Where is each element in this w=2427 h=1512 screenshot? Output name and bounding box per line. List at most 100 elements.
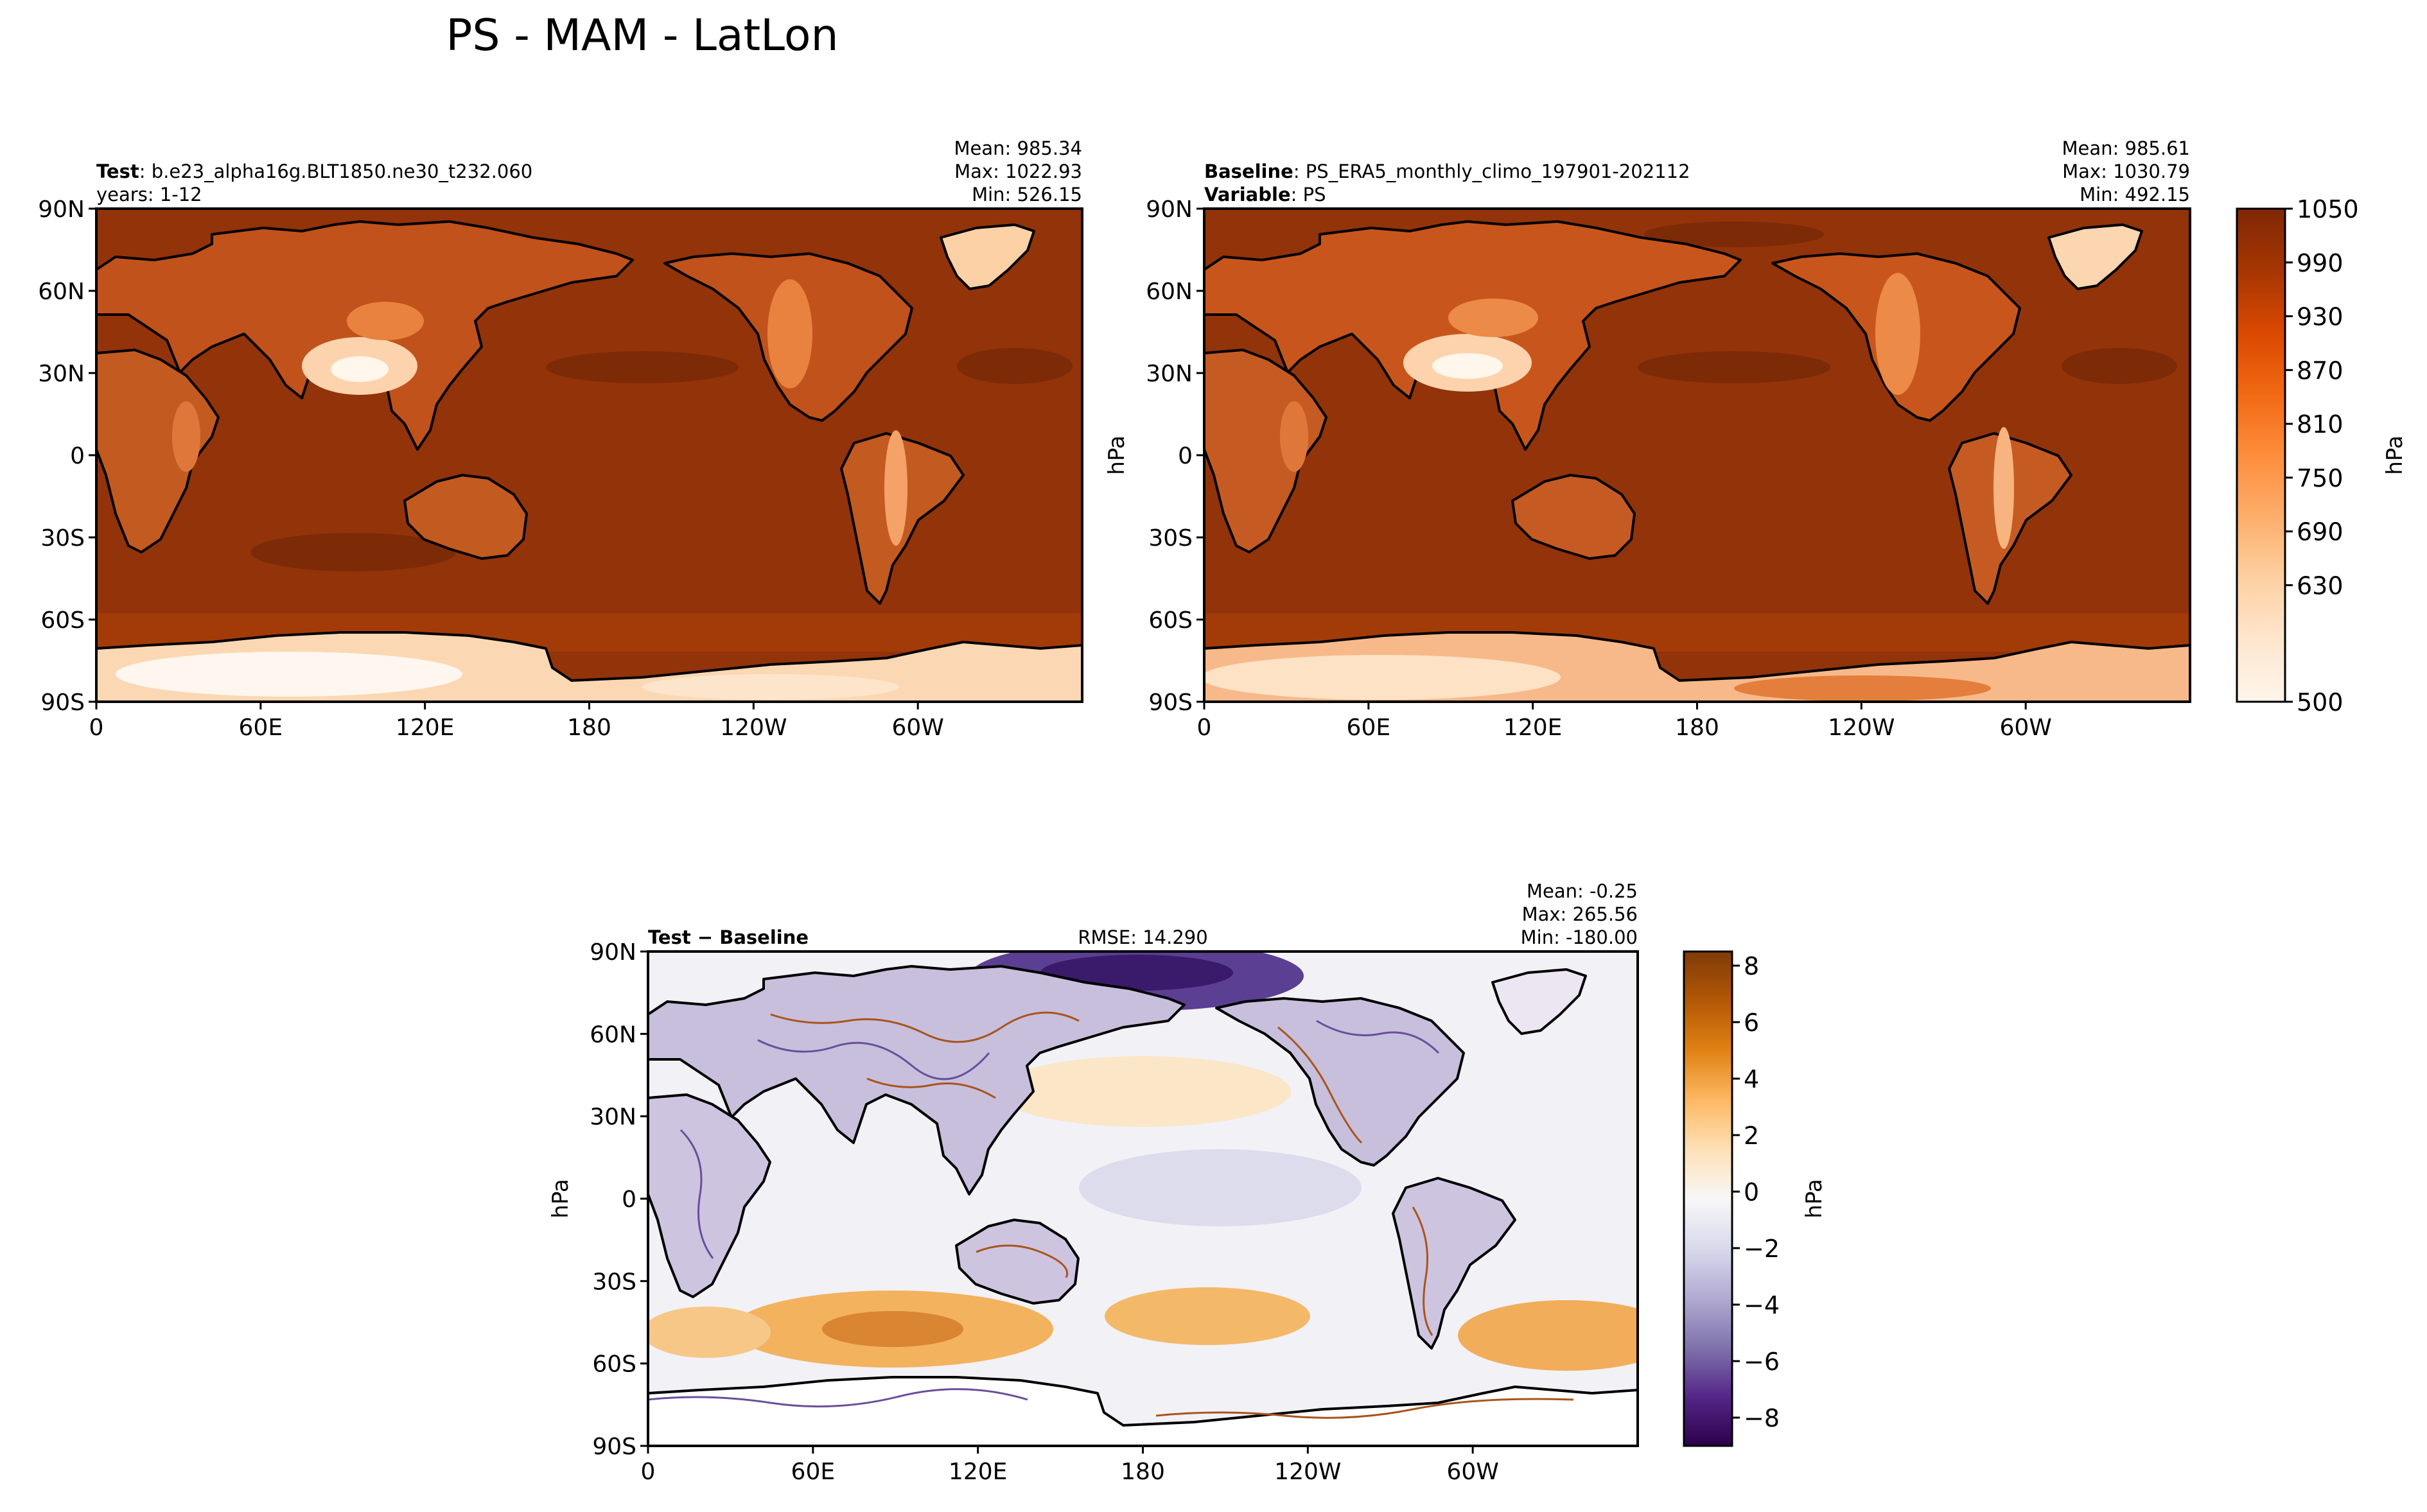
x-tick-label: 120E bbox=[396, 715, 454, 741]
x-tick-label: 180 bbox=[567, 715, 611, 741]
contour-sa-1 bbox=[1412, 1206, 1433, 1336]
ocean-high-atlantic bbox=[2062, 348, 2177, 384]
landmass-greenland bbox=[940, 223, 1035, 290]
mongolia-highland bbox=[347, 302, 424, 340]
x-tick-label: 120E bbox=[1503, 715, 1562, 741]
colorbar-tick-label: 0 bbox=[1744, 1178, 1759, 1206]
stat-label: Min: -180.00 bbox=[1521, 926, 1638, 948]
colorbar-tick-label: 750 bbox=[2297, 464, 2344, 492]
colorbar-diff: 8 6 4 2 0 −2 −4 −6 −8 hPa bbox=[1683, 950, 1827, 1447]
highland-detail bbox=[1204, 273, 2014, 701]
y-tick-label: 60N bbox=[38, 279, 85, 305]
panel-difference-axes: Test − Baseline RMSE: 14.290 Mean: -0.25Ma… bbox=[548, 880, 1638, 1485]
panel-header-line: Variable: PS bbox=[1204, 184, 1326, 205]
y-tick-label: 90N bbox=[38, 196, 85, 223]
y-tick-label: 0 bbox=[622, 1186, 636, 1213]
panel-header-line: Test − Baseline bbox=[648, 926, 809, 948]
stat-label: Min: 492.15 bbox=[2080, 184, 2190, 205]
ocean-high-north-pacific bbox=[1638, 351, 1830, 383]
x-tick-label: 120W bbox=[1274, 1459, 1341, 1485]
colorbar-label: hPa bbox=[1801, 1179, 1827, 1218]
contour-asia-1 bbox=[770, 1011, 1080, 1043]
contour-noise bbox=[648, 1011, 1574, 1419]
colorbar-tick-label: 990 bbox=[2297, 249, 2344, 277]
rockies-highland bbox=[767, 279, 812, 388]
panel-header-line: Baseline: PS_ERA5_monthly_climo_197901-2… bbox=[1204, 161, 1690, 182]
stat-label: Mean: -0.25 bbox=[1527, 880, 1638, 902]
stat-label: Mean: 985.34 bbox=[954, 137, 1082, 159]
header-bold-label: Variable bbox=[1204, 184, 1291, 205]
y-tick-label: 90N bbox=[590, 939, 636, 966]
y-tick-label: 30N bbox=[1146, 361, 1193, 387]
panel-baseline-axes: Baseline: PS_ERA5_monthly_climo_197901-2… bbox=[1104, 137, 2190, 741]
colorbar-tick-label: −2 bbox=[1744, 1235, 1780, 1263]
stat-label: Max: 1030.79 bbox=[2062, 161, 2190, 182]
contour-aus-1 bbox=[976, 1244, 1068, 1278]
andes-highland bbox=[1993, 427, 2014, 549]
landmass-australia bbox=[955, 1219, 1080, 1305]
y-tick-label: 90S bbox=[1148, 690, 1193, 716]
ocean-high-south-indian bbox=[250, 533, 456, 571]
y-tick-label: 0 bbox=[1178, 443, 1193, 469]
header-value: : PS bbox=[1291, 184, 1326, 205]
highland-detail bbox=[116, 279, 907, 700]
y-tick-label: 30N bbox=[38, 361, 85, 387]
y-tick-label: 90S bbox=[40, 690, 85, 716]
contour-antarctica-1 bbox=[648, 1388, 1028, 1408]
header-bold-label: Test bbox=[96, 161, 139, 182]
x-tick-label: 120E bbox=[949, 1459, 1007, 1485]
header-value: years: 1-12 bbox=[96, 184, 202, 205]
mongolia-highland bbox=[1448, 299, 1538, 337]
colorbar-tick-label: 2 bbox=[1744, 1122, 1759, 1150]
east-africa-highland bbox=[1280, 401, 1308, 472]
andes-highland bbox=[884, 430, 907, 546]
y-tick-label: 60S bbox=[592, 1351, 636, 1378]
landmass-africa bbox=[1204, 349, 1327, 553]
y-tick-label: 60N bbox=[590, 1021, 636, 1048]
southern-band-core-1 bbox=[822, 1311, 963, 1347]
x-tick-label: 60E bbox=[1347, 715, 1391, 741]
panel-header-line: Test: b.e23_alpha16g.BLT1850.ne30_t232.0… bbox=[96, 161, 532, 182]
southern-band-positive-3 bbox=[1458, 1300, 1638, 1371]
y-tick-label: 30N bbox=[590, 1104, 636, 1131]
y-axis-label: hPa bbox=[1104, 435, 1130, 474]
y-tick-label: 60S bbox=[1148, 607, 1193, 634]
stat-label: Max: 1022.93 bbox=[954, 161, 1082, 182]
panel-baseline bbox=[1204, 209, 2190, 702]
ocean-high-atlantic bbox=[957, 348, 1073, 384]
colorbar-label: hPa bbox=[2382, 435, 2408, 474]
y-tick-label: 30S bbox=[1148, 525, 1193, 552]
stat-label: Mean: 985.61 bbox=[2062, 137, 2190, 159]
colorbar-tick-label: 690 bbox=[2297, 518, 2344, 546]
contour-africa-1 bbox=[679, 1129, 714, 1259]
tibet-core bbox=[1432, 353, 1503, 379]
contour-na-2 bbox=[1316, 1020, 1440, 1054]
x-tick-label: 180 bbox=[1675, 715, 1719, 741]
tibet-core bbox=[331, 356, 389, 382]
landmass-antarctica bbox=[648, 1376, 1638, 1446]
colorbar-ps: 1050 990 930 870 810 750 690 630 500 hPa bbox=[2236, 195, 2408, 717]
landmass-australia bbox=[1511, 474, 1636, 560]
colorbar-tick-label: 630 bbox=[2297, 571, 2344, 600]
ocean-high-north-pacific bbox=[546, 351, 739, 383]
y-tick-label: 90N bbox=[1146, 196, 1193, 223]
contour-asia-2 bbox=[757, 1039, 990, 1081]
southern-band-positive-4 bbox=[648, 1307, 771, 1358]
ocean-high-arctic bbox=[1644, 222, 1824, 247]
header-bold-label: Test − Baseline bbox=[648, 926, 809, 948]
y-tick-label: 60S bbox=[40, 607, 85, 634]
tropical-negative bbox=[1079, 1149, 1362, 1226]
rmse-label: RMSE: 14.290 bbox=[1078, 926, 1207, 948]
chart-annotations: Test: b.e23_alpha16g.BLT1850.ne30_t232.0… bbox=[38, 137, 2408, 1485]
x-tick-label: 60W bbox=[1999, 715, 2051, 741]
colorbar-tick-label: 1050 bbox=[2297, 195, 2359, 223]
header-value: : PS_ERA5_monthly_climo_197901-202112 bbox=[1293, 161, 1690, 182]
colorbar-scale bbox=[1683, 950, 1733, 1447]
x-tick-label: 180 bbox=[1121, 1459, 1165, 1485]
x-tick-label: 0 bbox=[641, 1459, 656, 1485]
x-tick-label: 60W bbox=[891, 715, 943, 741]
stat-label: Min: 526.15 bbox=[972, 184, 1082, 205]
colorbar-tick-label: 8 bbox=[1744, 952, 1759, 980]
north-pacific-positive bbox=[995, 1056, 1291, 1127]
colorbar-tick-label: −6 bbox=[1744, 1348, 1780, 1376]
